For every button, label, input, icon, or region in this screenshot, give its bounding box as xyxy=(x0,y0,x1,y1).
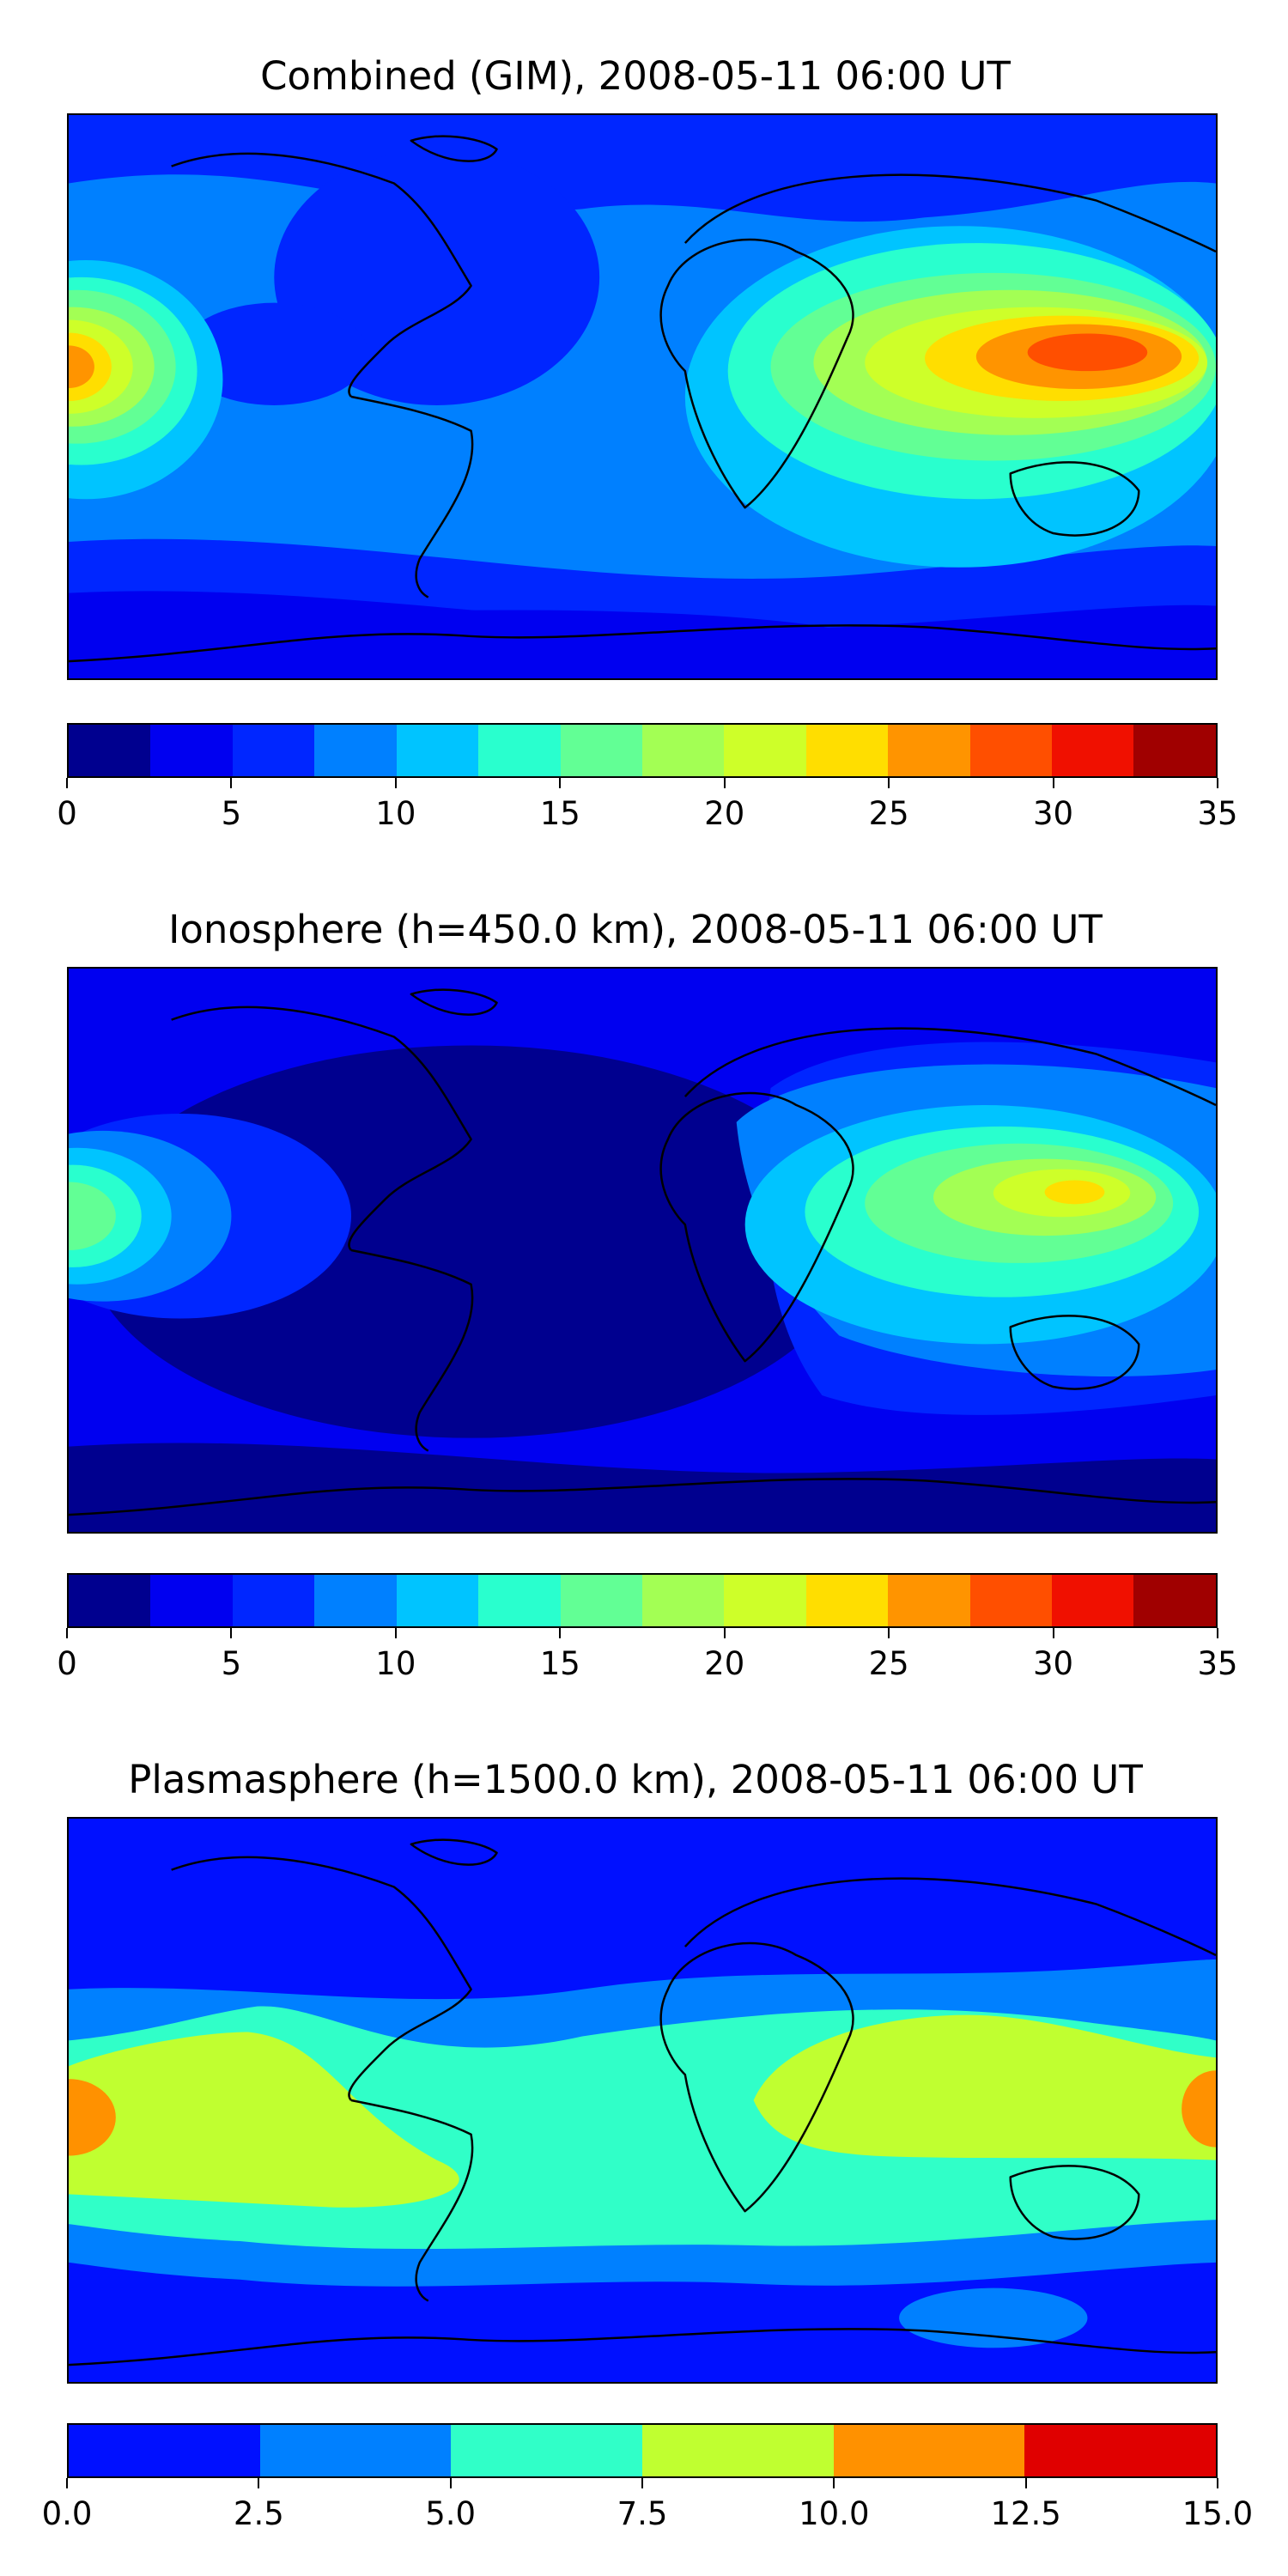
colorbar-segment xyxy=(642,2425,834,2476)
colorbar-segment xyxy=(232,1575,315,1626)
colorbar-segment xyxy=(560,1575,642,1626)
colorbar-segment xyxy=(805,725,889,776)
tick-label: 35 xyxy=(1197,795,1238,832)
colorbar-segment xyxy=(1133,1575,1216,1626)
tick-mark xyxy=(394,1628,397,1638)
tick-mark xyxy=(66,2478,68,2488)
colorbar-ticks-ionosphere: 0 5 10 15 20 25 30 35 xyxy=(57,1628,1238,1682)
tick-mark xyxy=(230,778,233,788)
colorbar-ionosphere xyxy=(67,1573,1218,1628)
tick-mark xyxy=(230,1628,233,1638)
tick-label: 35 xyxy=(1197,1645,1238,1682)
colorbar-segment xyxy=(1133,725,1216,776)
colorbar-segment xyxy=(1052,1575,1134,1626)
tick-label: 0 xyxy=(57,795,77,832)
tick-label: 20 xyxy=(704,1645,745,1682)
colorbar-segment xyxy=(150,1575,233,1626)
tick-label: 20 xyxy=(704,795,745,832)
tick-mark xyxy=(449,2478,452,2488)
colorbar-segment xyxy=(560,725,642,776)
colorbar-ticks-plasmasphere: 0.0 2.5 5.0 7.5 10.0 12.5 15.0 xyxy=(42,2478,1253,2532)
tick-label: 0.0 xyxy=(41,2495,93,2532)
tick-label: 10 xyxy=(375,1645,416,1682)
colorbar-segment xyxy=(478,1575,561,1626)
tick-label: 30 xyxy=(1033,795,1074,832)
colorbar-segment xyxy=(833,2425,1025,2476)
colorbar-segment xyxy=(1024,2425,1216,2476)
tick-label: 2.5 xyxy=(233,2495,284,2532)
colorbar-segment xyxy=(724,1575,806,1626)
colorbar-segment xyxy=(69,2425,260,2476)
colorbar-segment xyxy=(641,1575,725,1626)
tick-label: 30 xyxy=(1033,1645,1074,1682)
tick-mark xyxy=(258,2478,260,2488)
colorbar-segment xyxy=(969,725,1053,776)
tick-mark xyxy=(559,778,562,788)
tick-label: 5 xyxy=(221,1645,242,1682)
tick-label: 12.5 xyxy=(990,2495,1061,2532)
colorbar-segment xyxy=(314,1575,397,1626)
tick-mark xyxy=(641,2478,643,2488)
coastlines-plasmasphere xyxy=(69,1838,1216,2366)
tick-mark xyxy=(723,778,726,788)
tick-mark xyxy=(1217,778,1218,788)
colorbar-segment xyxy=(888,1575,970,1626)
contour-field-ionosphere xyxy=(69,969,1216,1532)
coastlines-combined xyxy=(69,135,1216,663)
colorbar-plasmasphere xyxy=(67,2423,1218,2478)
colorbar-segment xyxy=(969,1575,1053,1626)
colorbar-segment xyxy=(150,725,233,776)
tick-label: 10.0 xyxy=(799,2495,870,2532)
contour-field-plasmasphere xyxy=(69,1819,1216,2382)
tick-label: 15 xyxy=(539,795,580,832)
tick-label: 7.5 xyxy=(617,2495,668,2532)
colorbar-segment xyxy=(232,725,315,776)
colorbar-segment xyxy=(478,725,561,776)
colorbar-combined xyxy=(67,723,1218,778)
tick-label: 0 xyxy=(57,1645,77,1682)
colorbar-segment xyxy=(1052,725,1134,776)
tick-label: 15.0 xyxy=(1182,2495,1254,2532)
tick-label: 10 xyxy=(375,795,416,832)
tick-label: 5.0 xyxy=(425,2495,477,2532)
map-plasmasphere xyxy=(67,1817,1218,2384)
colorbar-segment xyxy=(724,725,806,776)
tick-label: 25 xyxy=(868,795,909,832)
coastlines-ionosphere xyxy=(69,988,1216,1516)
colorbar-segment xyxy=(259,2425,452,2476)
tick-label: 15 xyxy=(539,1645,580,1682)
tick-mark xyxy=(1217,2478,1218,2488)
colorbar-segment xyxy=(314,725,397,776)
tick-label: 5 xyxy=(221,795,242,832)
colorbar-segment xyxy=(641,725,725,776)
map-ionosphere xyxy=(67,967,1218,1534)
colorbar-segment xyxy=(451,2425,643,2476)
colorbar-segment xyxy=(396,1575,479,1626)
panel-title-ionosphere: Ionosphere (h=450.0 km), 2008-05-11 06:0… xyxy=(168,907,1103,952)
tick-mark xyxy=(1024,2478,1027,2488)
panel-title-combined: Combined (GIM), 2008-05-11 06:00 UT xyxy=(260,53,1011,99)
colorbar-ticks-combined: 0 5 10 15 20 25 30 35 xyxy=(57,778,1238,832)
panel-title-plasmasphere: Plasmasphere (h=1500.0 km), 2008-05-11 0… xyxy=(128,1757,1143,1802)
tick-mark xyxy=(1052,778,1054,788)
contour-field-combined xyxy=(69,115,1216,678)
tick-mark xyxy=(559,1628,562,1638)
colorbar-segment xyxy=(396,725,479,776)
tick-mark xyxy=(888,1628,890,1638)
tick-mark xyxy=(1052,1628,1054,1638)
colorbar-segment xyxy=(805,1575,889,1626)
tick-mark xyxy=(1217,1628,1218,1638)
tick-mark xyxy=(888,778,890,788)
tick-mark xyxy=(66,778,68,788)
tick-mark xyxy=(833,2478,835,2488)
map-combined xyxy=(67,113,1218,680)
colorbar-segment xyxy=(888,725,970,776)
colorbar-segment xyxy=(69,725,151,776)
tick-mark xyxy=(723,1628,726,1638)
tick-label: 25 xyxy=(868,1645,909,1682)
colorbar-segment xyxy=(69,1575,151,1626)
tick-mark xyxy=(66,1628,68,1638)
tick-mark xyxy=(394,778,397,788)
